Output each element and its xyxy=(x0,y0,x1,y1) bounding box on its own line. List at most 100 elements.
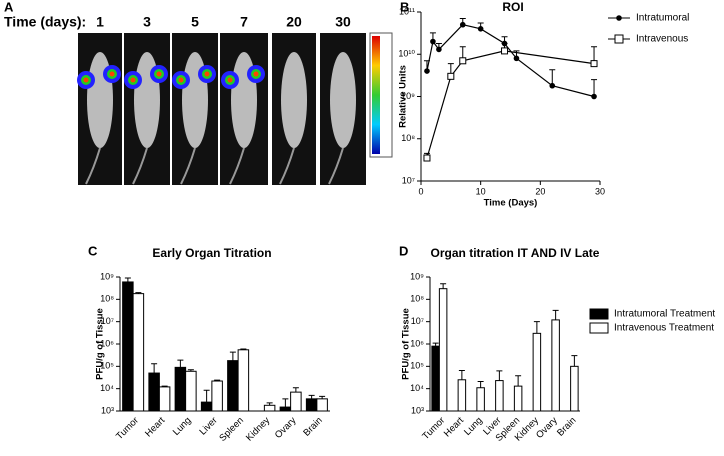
x-tick-label: Spleen xyxy=(217,415,246,444)
error-bar xyxy=(533,321,540,334)
x-tick-label: Lung xyxy=(171,415,194,438)
signal xyxy=(178,77,184,83)
bar xyxy=(513,385,523,412)
error-bar xyxy=(229,351,236,361)
point xyxy=(477,26,484,32)
point xyxy=(590,60,598,68)
signal xyxy=(227,77,233,83)
legend-label: Intravenous xyxy=(636,34,688,45)
x-tick-label: Heart xyxy=(143,415,167,439)
error-bar xyxy=(319,395,326,399)
day-label: 5 xyxy=(191,14,199,30)
error-bar xyxy=(591,79,598,97)
day-label: 1 xyxy=(96,14,104,30)
bar xyxy=(211,380,223,412)
tail xyxy=(132,147,148,185)
error-bar xyxy=(203,389,210,403)
tail xyxy=(180,147,196,185)
time-label: Time (days): xyxy=(4,14,86,30)
point xyxy=(513,55,520,62)
day-label: 30 xyxy=(335,14,351,30)
bar xyxy=(263,404,276,412)
signal xyxy=(204,71,210,77)
error-bar xyxy=(308,394,315,399)
bar xyxy=(305,398,318,412)
y-tick-label: 10⁹ xyxy=(401,91,415,101)
x-tick-label: Lung xyxy=(462,415,485,438)
colorbar xyxy=(369,32,393,158)
bar xyxy=(132,293,145,412)
bar xyxy=(148,372,160,412)
legend-label: Intratumoral Treatment xyxy=(614,309,715,320)
tail xyxy=(328,147,344,185)
point xyxy=(436,46,442,53)
error-bar xyxy=(124,277,131,282)
y-tick-label: 10⁷ xyxy=(402,175,415,185)
point xyxy=(423,154,431,162)
y-tick-label: 10⁷ xyxy=(101,316,114,326)
y-tick-label: 10⁶ xyxy=(410,338,424,348)
y-axis-label: PFU/g of Tissue xyxy=(401,308,412,380)
signal xyxy=(156,71,162,77)
y-tick-label: 10⁴ xyxy=(410,383,424,393)
x-tick-label: Liver xyxy=(197,415,219,437)
bar xyxy=(200,401,213,412)
point xyxy=(447,72,455,80)
error-bar xyxy=(496,370,503,381)
bar xyxy=(570,365,579,412)
point xyxy=(591,93,597,100)
signal xyxy=(130,77,136,83)
signal xyxy=(83,77,89,83)
bar xyxy=(476,387,485,412)
y-tick-label: 10⁶ xyxy=(100,338,114,348)
error-bar xyxy=(266,402,273,406)
y-tick-label: 10⁹ xyxy=(100,271,114,281)
day-label: 20 xyxy=(286,14,302,30)
y-axis-label: PFU/g of Tissue xyxy=(95,308,106,380)
panel-label: C xyxy=(88,243,98,258)
bar xyxy=(290,391,302,412)
signal xyxy=(253,71,259,77)
y-tick-label: 10³ xyxy=(411,405,424,415)
bar xyxy=(438,288,448,412)
y-tick-label: 10⁵ xyxy=(100,361,114,371)
y-tick-label: 10³ xyxy=(101,405,114,415)
error-bar xyxy=(571,355,578,367)
error-bar xyxy=(135,292,142,294)
point xyxy=(459,57,467,65)
legend-swatch xyxy=(589,308,609,320)
point xyxy=(459,21,466,28)
x-tick-label: Tumor xyxy=(114,415,141,442)
line xyxy=(426,50,595,159)
legend-swatch xyxy=(589,322,609,334)
bar xyxy=(431,345,440,412)
bar xyxy=(457,379,467,412)
day-label: 7 xyxy=(240,14,248,30)
tail xyxy=(279,147,295,185)
point xyxy=(430,38,436,45)
panel-label: B xyxy=(400,0,409,14)
x-tick-label: 10 xyxy=(476,186,486,196)
panel-label: A xyxy=(4,0,14,14)
tail xyxy=(85,147,101,185)
x-tick-label: Kidney xyxy=(244,415,272,443)
error-bar xyxy=(161,385,168,387)
x-tick-label: 20 xyxy=(535,186,545,196)
mouse-images xyxy=(77,33,366,185)
bar xyxy=(316,398,328,412)
error-bar xyxy=(151,363,158,374)
chart-title: ROI xyxy=(502,0,523,14)
error-bar xyxy=(282,398,289,408)
y-tick-label: 10¹¹ xyxy=(399,6,415,16)
x-tick-label: Ovary xyxy=(273,415,299,441)
bar xyxy=(185,370,197,412)
y-tick-label: 10¹⁰ xyxy=(398,49,415,59)
signal xyxy=(109,71,115,77)
bar xyxy=(158,386,171,412)
legend-label: Intravenous Treatment xyxy=(614,323,714,334)
y-axis-label: Relative Units xyxy=(398,65,409,128)
point xyxy=(501,47,509,55)
legend-marker xyxy=(614,34,624,44)
x-tick-label: 0 xyxy=(418,186,423,196)
